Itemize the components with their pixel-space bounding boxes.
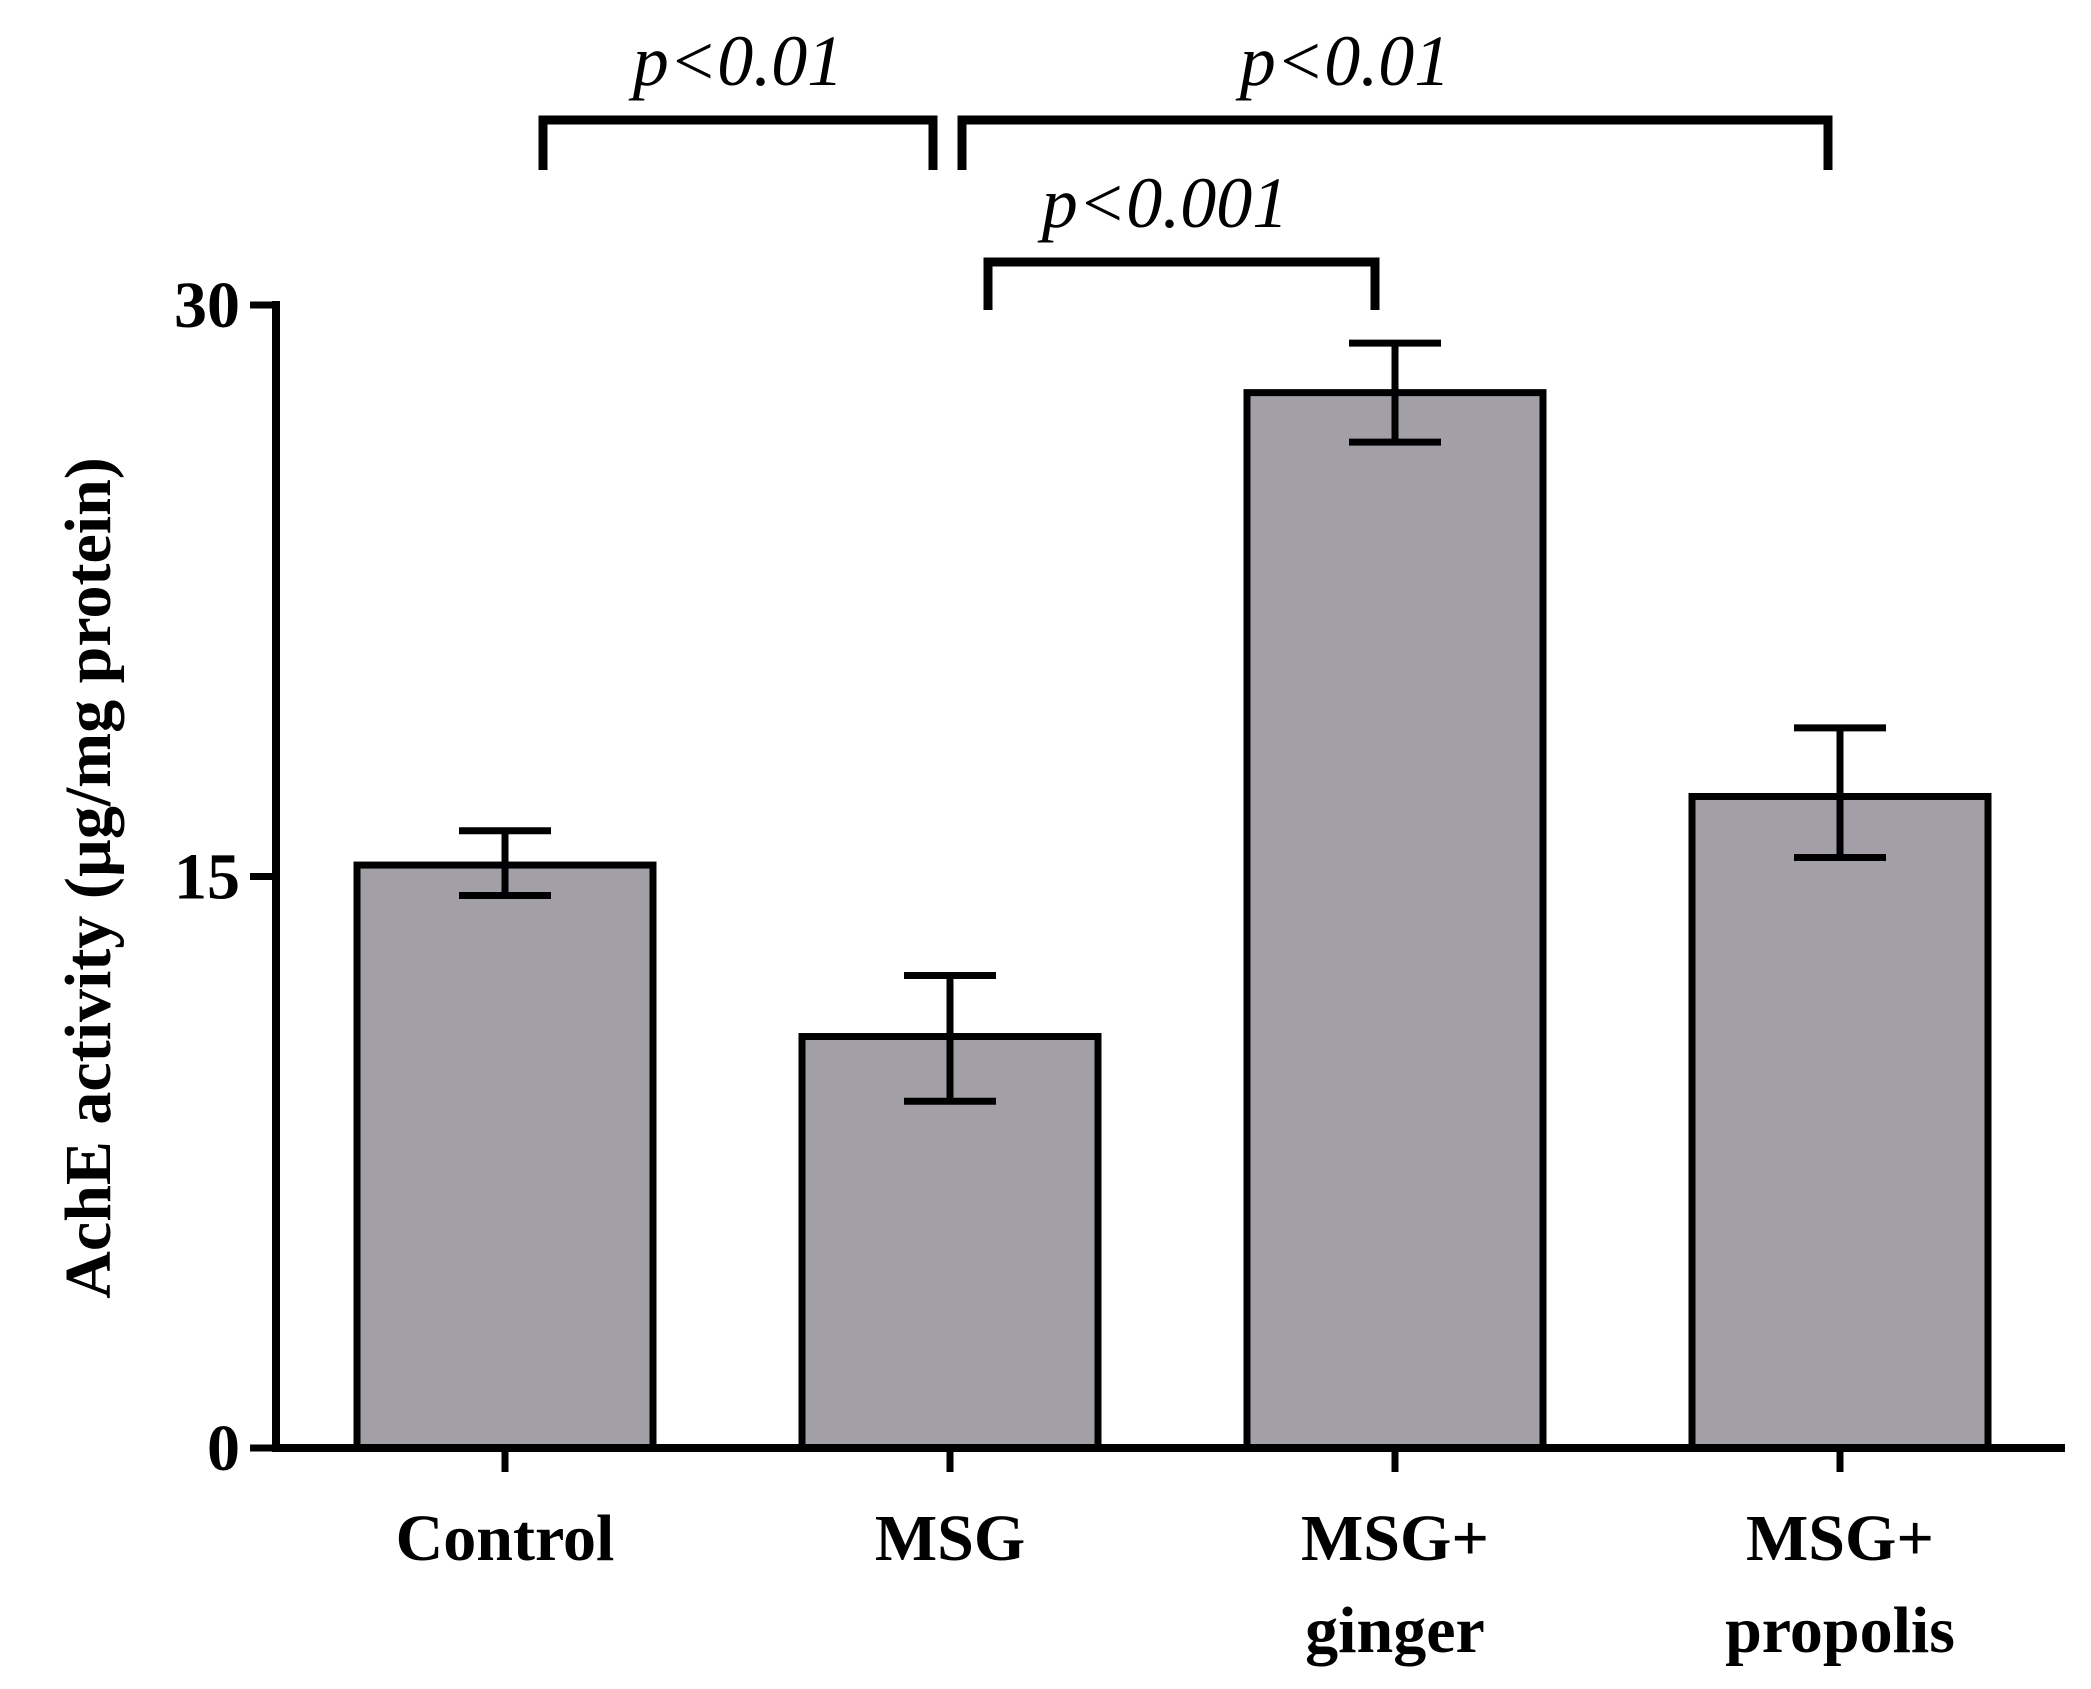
bar-3 [1688, 792, 1992, 1452]
significance-bracket-1 [957, 115, 1833, 170]
error-bars-layer [459, 339, 1886, 1105]
significance-label-1: p<0.01 [1235, 21, 1451, 101]
y-axis-title: AchE activity (µg/mg protein) [52, 457, 125, 1299]
x-tick-label-0: Control [396, 1502, 615, 1575]
x-tick-label-3: MSG+ [1746, 1502, 1934, 1575]
y-tick-label-2: 30 [174, 269, 240, 342]
y-tick-label-0: 0 [207, 1412, 240, 1485]
axes-layer: 0 15 30 Control MSG MSG+ ginger MSG+ propolis [174, 269, 2065, 1667]
bar-2 [1243, 389, 1547, 1452]
significance-layer: p<0.01 p<0.01 p<0.001 [538, 21, 1833, 310]
significance-bracket-2 [983, 257, 1380, 310]
bar-0 [353, 861, 657, 1452]
x-tick-label-2-line2: ginger [1305, 1594, 1485, 1667]
bar-1 [798, 1033, 1102, 1452]
y-tick-label-1: 15 [174, 841, 240, 914]
x-tick-label-3-line2: propolis [1725, 1594, 1955, 1667]
x-tick-label-1: MSG [875, 1502, 1025, 1575]
x-tick-label-2: MSG+ [1301, 1502, 1489, 1575]
significance-label-0: p<0.01 [628, 21, 844, 101]
significance-label-2: p<0.001 [1037, 163, 1289, 243]
significance-bracket-0 [538, 115, 938, 170]
bars-layer [353, 389, 1992, 1452]
